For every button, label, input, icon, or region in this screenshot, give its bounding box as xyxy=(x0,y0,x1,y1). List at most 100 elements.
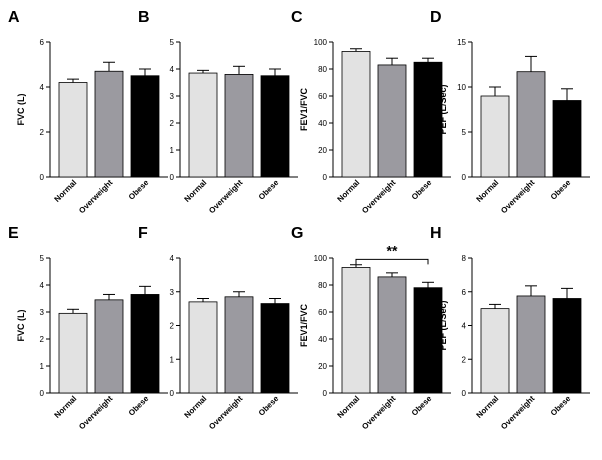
y-tick-label-d-3: 15 xyxy=(457,38,466,47)
x-tick-label-b-obese: Obese xyxy=(257,178,281,202)
x-tick-label-g-normal: Normal xyxy=(336,394,362,420)
y-axis-title-a: FVC (L) xyxy=(16,94,26,126)
y-tick-label-e-4: 4 xyxy=(40,281,45,290)
bar-f-normal xyxy=(188,301,218,394)
bar-h-normal xyxy=(480,308,510,394)
y-tick-label-g-1: 20 xyxy=(318,362,327,371)
y-tick-label-c-2: 40 xyxy=(318,119,327,128)
y-tick-label-d-0: 0 xyxy=(462,173,467,182)
bar-b-overweight xyxy=(224,74,254,178)
bar-g-normal xyxy=(341,267,371,394)
y-axis-title-b: FEV1 (L) xyxy=(146,91,156,128)
x-tick-label-a-overweight: Overweight xyxy=(77,178,114,215)
x-tick-label-b-normal: Normal xyxy=(183,178,209,204)
y-axis-title-h: PEF (L/Sec) xyxy=(438,300,448,350)
y-tick-label-g-0: 0 xyxy=(323,389,328,398)
y-tick-label-h-1: 2 xyxy=(462,355,467,364)
y-axis-title-c: FEV1/FVC xyxy=(299,87,309,131)
bar-d-normal xyxy=(480,95,510,178)
x-tick-label-c-normal: Normal xyxy=(336,178,362,204)
y-tick-label-c-4: 80 xyxy=(318,65,327,74)
y-tick-label-f-2: 2 xyxy=(170,322,175,331)
y-tick-label-e-2: 2 xyxy=(40,335,45,344)
y-tick-label-e-1: 1 xyxy=(40,362,45,371)
y-axis-title-e: FVC (L) xyxy=(16,310,26,342)
x-tick-label-b-overweight: Overweight xyxy=(207,178,244,215)
bar-e-obese xyxy=(130,294,160,394)
y-tick-label-a-0: 0 xyxy=(40,173,45,182)
x-tick-label-f-obese: Obese xyxy=(257,394,281,418)
y-tick-label-g-4: 80 xyxy=(318,281,327,290)
panel-letter-g: G xyxy=(291,225,303,242)
bar-b-obese xyxy=(260,75,290,178)
x-tick-label-a-obese: Obese xyxy=(127,178,151,202)
y-tick-label-b-0: 0 xyxy=(170,173,175,182)
y-axis-title-g: FEV1/FVC xyxy=(299,303,309,347)
y-tick-label-c-5: 100 xyxy=(314,38,328,47)
y-tick-label-b-3: 3 xyxy=(170,92,175,101)
bar-d-overweight xyxy=(516,71,546,178)
bar-g-overweight xyxy=(377,276,407,394)
y-tick-label-d-1: 5 xyxy=(462,128,467,137)
y-tick-label-c-0: 0 xyxy=(323,173,328,182)
y-tick-label-g-3: 60 xyxy=(318,308,327,317)
bar-c-obese xyxy=(413,61,443,178)
bar-e-normal xyxy=(58,312,88,394)
panel-letter-c: C xyxy=(291,9,303,26)
x-tick-label-e-normal: Normal xyxy=(53,394,79,420)
bar-d-obese xyxy=(552,100,582,178)
y-axis-title-f: FEV1 (L) xyxy=(146,307,156,344)
y-tick-label-d-2: 10 xyxy=(457,83,466,92)
y-tick-label-b-4: 4 xyxy=(170,65,175,74)
bar-b-normal xyxy=(188,72,218,178)
x-tick-label-h-overweight: Overweight xyxy=(499,394,536,431)
bar-a-overweight xyxy=(94,70,124,178)
x-tick-label-c-overweight: Overweight xyxy=(360,178,397,215)
y-tick-label-f-1: 1 xyxy=(170,355,175,364)
panel-letter-b: B xyxy=(138,9,150,26)
bar-f-overweight xyxy=(224,296,254,394)
y-tick-label-e-0: 0 xyxy=(40,389,45,398)
x-tick-label-f-normal: Normal xyxy=(183,394,209,420)
bar-h-obese xyxy=(552,298,582,394)
panel-letter-e: E xyxy=(8,225,19,242)
bar-f-obese xyxy=(260,303,290,394)
y-tick-label-b-1: 1 xyxy=(170,146,175,155)
bar-h-overweight xyxy=(516,295,546,394)
bar-g-obese xyxy=(413,287,443,394)
y-tick-label-a-2: 4 xyxy=(40,83,45,92)
y-tick-label-e-5: 5 xyxy=(40,254,45,263)
significance-bracket-g xyxy=(355,258,429,265)
significance-label-g: ** xyxy=(387,242,398,258)
x-tick-label-e-obese: Obese xyxy=(127,394,151,418)
y-tick-label-a-1: 2 xyxy=(40,128,45,137)
x-tick-label-d-overweight: Overweight xyxy=(499,178,536,215)
x-tick-label-f-overweight: Overweight xyxy=(207,394,244,431)
y-tick-label-f-4: 4 xyxy=(170,254,175,263)
y-tick-label-h-3: 6 xyxy=(462,288,467,297)
bar-e-overweight xyxy=(94,299,124,394)
y-tick-label-h-2: 4 xyxy=(462,322,467,331)
y-axis-title-d: PEF (L/Sec) xyxy=(438,84,448,134)
y-tick-label-a-3: 6 xyxy=(40,38,45,47)
y-tick-label-b-2: 2 xyxy=(170,119,175,128)
y-tick-label-f-3: 3 xyxy=(170,288,175,297)
panel-letter-h: H xyxy=(430,225,442,242)
x-tick-label-h-normal: Normal xyxy=(475,394,501,420)
y-tick-label-e-3: 3 xyxy=(40,308,45,317)
x-tick-label-h-obese: Obese xyxy=(549,394,573,418)
bar-a-normal xyxy=(58,82,88,178)
y-tick-label-g-2: 40 xyxy=(318,335,327,344)
x-tick-label-a-normal: Normal xyxy=(53,178,79,204)
y-tick-label-c-1: 20 xyxy=(318,146,327,155)
panel-letter-f: F xyxy=(138,225,148,242)
y-tick-label-g-5: 100 xyxy=(314,254,328,263)
x-tick-label-c-obese: Obese xyxy=(410,178,434,202)
